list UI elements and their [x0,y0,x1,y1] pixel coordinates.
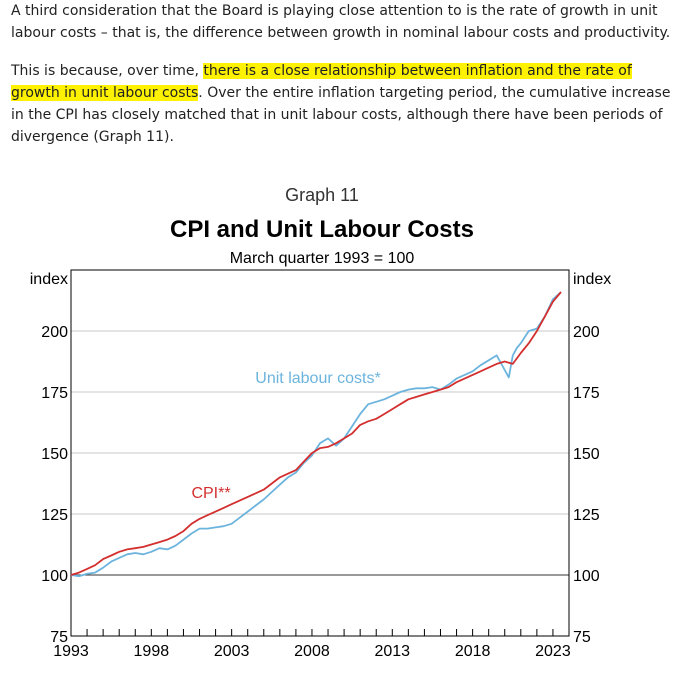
x-tick-label: 2023 [535,643,571,660]
y-tick-label-left: 75 [50,629,68,646]
y-tick-label-left: 150 [41,446,68,463]
y-tick-label-left: 125 [41,507,68,524]
y-tick-label-right: 150 [573,446,600,463]
intro-paragraph-text: A third consideration that the Board is … [11,3,671,41]
paragraph-text-after: . Over the entire inflation targeting pe… [11,85,671,145]
chart-title: CPI and Unit Labour Costs [170,216,474,243]
y-tick-label-right: 200 [573,324,600,341]
x-tick-label: 2018 [455,643,491,660]
x-tick-label: 1998 [134,643,170,660]
y-axis-label-right: index [573,271,611,288]
y-axis-label-left: index [30,271,68,288]
paragraph-text-before: This is because, over time, [11,63,204,79]
y-tick-label-left: 200 [41,324,68,341]
intro-paragraph: A third consideration that the Board is … [11,0,671,44]
relationship-paragraph: This is because, over time, there is a c… [11,60,671,148]
cpi-series-label: CPI** [191,485,230,502]
x-tick-label: 1993 [53,643,89,660]
plot-frame [70,269,570,637]
y-tick-label-right: 125 [573,507,600,524]
y-tick-label-right: 75 [573,629,591,646]
x-tick-label: 2013 [374,643,410,660]
ulc-series-label: Unit labour costs* [255,370,380,387]
graph-number: Graph 11 [285,185,359,205]
x-tick-label: 2003 [214,643,250,660]
y-tick-label-right: 175 [573,385,600,402]
y-tick-label-left: 100 [41,568,68,585]
ulc-series-line [70,291,562,578]
cpi-series-line [70,291,562,576]
y-tick-label-left: 175 [41,385,68,402]
y-tick-label-right: 100 [573,568,600,585]
cpi-ulc-chart: Graph 11 CPI and Unit Labour Costs March q… [30,185,612,660]
x-tick-label: 2008 [294,643,330,660]
chart-subtitle: March quarter 1993 = 100 [230,250,415,267]
